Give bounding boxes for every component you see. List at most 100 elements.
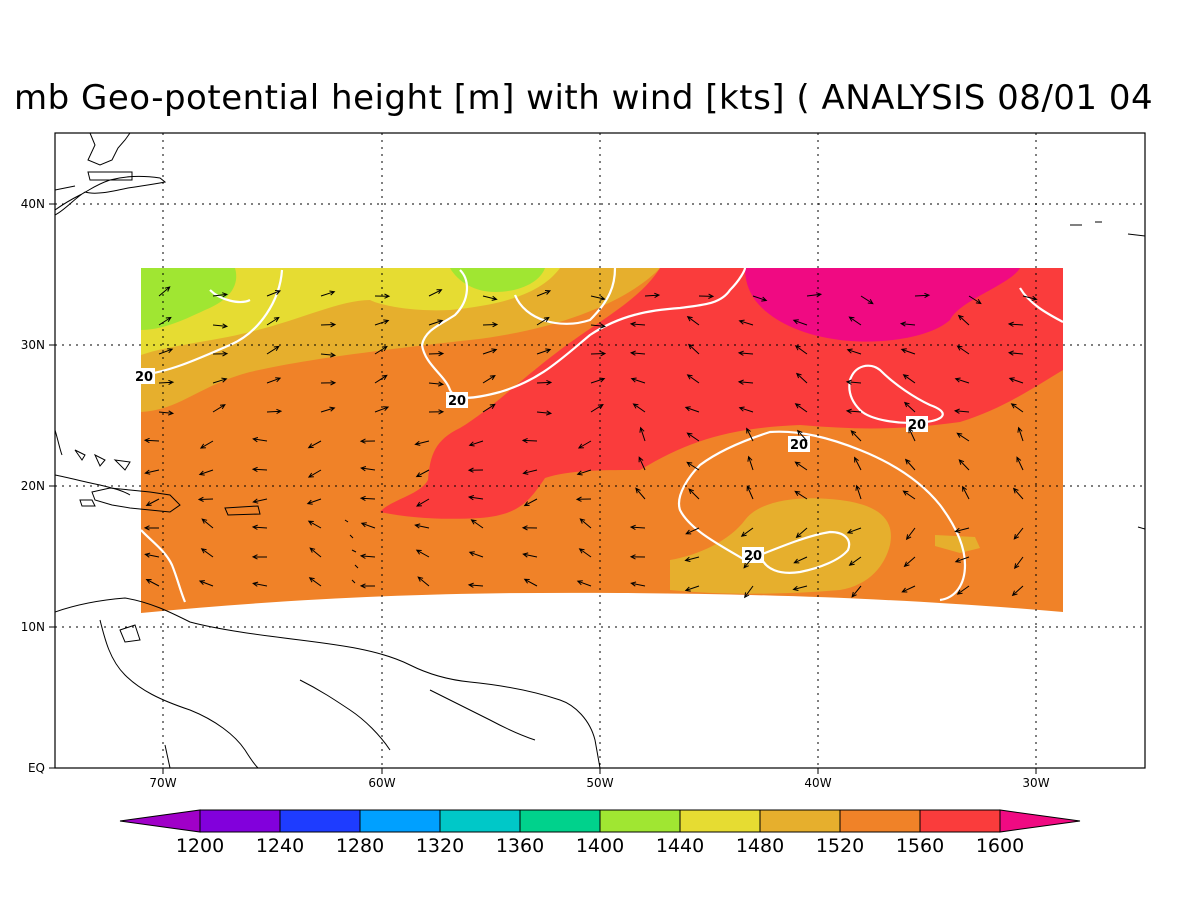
wind-arrow — [360, 522, 376, 529]
wind-arrow — [428, 289, 443, 297]
colorbar-label: 1280 — [336, 835, 384, 857]
wind-arrow — [590, 295, 606, 301]
wind-arrow — [523, 498, 538, 507]
wind-arrow — [639, 426, 646, 442]
contour-line — [848, 364, 944, 424]
coastline — [55, 474, 131, 496]
coastline — [119, 624, 141, 643]
wind-arrow — [428, 409, 445, 415]
wind-arrow — [145, 578, 160, 587]
wind-arrow — [374, 406, 390, 413]
wind-arrow — [359, 553, 376, 559]
contour-line — [420, 267, 747, 399]
wind-arrow — [307, 520, 322, 529]
wind-arrow — [143, 437, 160, 444]
wind-arrow — [266, 316, 280, 326]
wind-arrow — [846, 527, 862, 534]
axis-ticks — [49, 203, 1037, 774]
wind-arrow — [846, 348, 862, 355]
wind-arrow — [1011, 585, 1024, 597]
wind-arrow — [688, 488, 700, 500]
wind-arrow — [914, 292, 931, 299]
wind-arrow — [743, 556, 754, 569]
wind-arrow — [576, 469, 592, 476]
height-field — [141, 268, 1063, 613]
wind-arrow — [521, 525, 538, 531]
colorbar-label: 1200 — [176, 835, 224, 857]
wind-arrow — [522, 469, 538, 475]
colorbar-swatch — [839, 809, 921, 833]
wind-arrow — [467, 467, 484, 473]
coastline — [429, 689, 536, 741]
wind-arrow — [145, 498, 160, 507]
wind-arrow — [252, 498, 268, 504]
colorbar-swatch — [919, 809, 1001, 833]
wind-arrow — [536, 290, 552, 297]
wind-arrow — [320, 322, 337, 328]
wind-arrow — [629, 321, 646, 327]
contour-line — [677, 430, 967, 602]
wind-arrow — [522, 552, 538, 558]
wind-arrow — [414, 440, 430, 446]
wind-arrow — [795, 372, 808, 384]
coastline — [74, 449, 86, 461]
wind-arrow — [851, 585, 862, 598]
wind-arrow — [848, 316, 862, 326]
wind-arrow — [740, 527, 754, 537]
wind-arrow — [536, 348, 552, 355]
wind-arrow — [359, 583, 376, 589]
wind-arrow — [954, 377, 970, 384]
wind-arrow — [252, 437, 268, 443]
wind-arrow — [1007, 321, 1024, 327]
wind-arrow — [266, 290, 282, 297]
wind-arrow — [900, 348, 916, 355]
wind-arrow — [794, 403, 808, 413]
wind-arrow — [1008, 377, 1024, 384]
wind-arrow — [957, 314, 970, 326]
colorbar-swatch — [999, 809, 1081, 833]
x-tick-labels: 70W 60W 50W 40W 30W — [149, 776, 1049, 790]
coastline — [55, 597, 601, 768]
wind-arrow — [521, 437, 538, 444]
wind-arrow — [467, 495, 484, 501]
coastline — [344, 519, 359, 584]
x-tick-label: 70W — [149, 776, 176, 790]
wind-arrow — [629, 554, 646, 560]
wind-arrow — [746, 427, 754, 442]
wind-arrow — [687, 343, 700, 355]
wind-arrow — [308, 577, 322, 587]
wind-arrow — [199, 440, 214, 449]
wind-arrow — [523, 578, 538, 587]
wind-arrow — [251, 524, 268, 530]
wind-arrow — [850, 430, 862, 442]
wind-arrow — [482, 374, 496, 384]
y-tick-label: EQ — [28, 761, 45, 775]
colorbar-label: 1440 — [656, 835, 704, 857]
wind-arrow — [482, 295, 498, 301]
colorbar-label: 1600 — [976, 835, 1024, 857]
contour-line — [209, 289, 251, 304]
wind-arrow — [198, 580, 214, 587]
wind-arrow — [954, 527, 970, 533]
colorbar-swatch — [199, 809, 281, 833]
wind-arrow — [158, 348, 174, 355]
wind-arrow — [212, 351, 229, 357]
coastline — [87, 133, 131, 166]
wind-arrow — [360, 466, 376, 472]
wind-arrow — [752, 295, 768, 302]
wind-arrow — [415, 469, 430, 478]
colorbar-label: 1520 — [816, 835, 864, 857]
wind-arrow — [794, 490, 808, 500]
wind-arrow — [1014, 556, 1024, 570]
grid-lines — [55, 133, 1145, 768]
wind-arrow — [144, 469, 160, 475]
wind-arrow — [579, 518, 592, 529]
colorbar-label: 1400 — [576, 835, 624, 857]
wind-arrow — [684, 406, 700, 413]
contour-label: 20 — [744, 549, 762, 564]
coastlines — [55, 133, 1145, 768]
contour-lines — [140, 267, 1064, 603]
y-tick-label: 40N — [21, 197, 45, 211]
contour-line — [1019, 287, 1064, 323]
wind-arrow — [903, 556, 916, 568]
